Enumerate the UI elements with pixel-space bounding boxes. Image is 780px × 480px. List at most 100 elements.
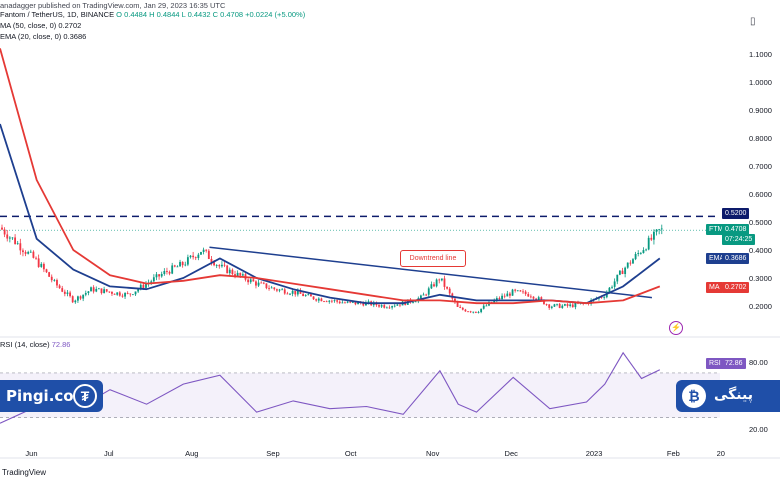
candle-body — [336, 300, 339, 302]
candle-body — [480, 308, 483, 313]
candle-body — [529, 296, 532, 298]
candle-body — [446, 286, 449, 289]
candle-body — [111, 291, 113, 294]
candle-body — [543, 299, 545, 305]
price-tick-label: 0.6000 — [749, 190, 772, 199]
candle-body — [621, 270, 624, 275]
pingi-text: Pingi.co — [6, 387, 74, 405]
candle-body — [95, 288, 98, 292]
time-tick-label: Oct — [345, 449, 358, 458]
candle-body — [42, 263, 45, 270]
candle-body — [380, 305, 383, 307]
candle-body — [341, 302, 344, 304]
candle-body — [608, 287, 611, 293]
candle-body — [296, 290, 299, 295]
candle-body — [213, 262, 215, 266]
candle-body — [383, 305, 386, 308]
candle-body — [124, 293, 126, 297]
candle-body — [378, 305, 380, 307]
candle-body — [639, 253, 642, 254]
candle-body — [647, 237, 650, 250]
candle-body — [637, 253, 640, 255]
candle-body — [535, 298, 538, 300]
candle-body — [391, 306, 394, 308]
candle-body — [430, 284, 433, 289]
candle-body — [556, 303, 558, 305]
published-note: anadagger published on TradingView.com, … — [0, 1, 225, 10]
time-tick-label: Sep — [266, 449, 279, 458]
candle-body — [40, 263, 43, 267]
flash-icon[interactable]: ⚡ — [669, 321, 683, 335]
candle-body — [485, 305, 488, 307]
candle-body — [29, 251, 32, 253]
candle-body — [283, 289, 286, 294]
ma-legend[interactable]: MA (50, close, 0) 0.2702 — [0, 21, 81, 30]
candle-body — [325, 301, 328, 303]
candle-body — [459, 306, 462, 308]
candle-body — [527, 294, 530, 297]
candle-body — [289, 293, 291, 295]
candle-body — [79, 296, 82, 299]
price-tick-label: 0.9000 — [749, 106, 772, 115]
candle-body — [192, 255, 195, 258]
time-tick-label: Feb — [667, 449, 680, 458]
candle-body — [349, 301, 352, 303]
candle-body — [425, 294, 428, 296]
candle-body — [522, 291, 524, 293]
candle-body — [511, 289, 514, 296]
candle-body — [66, 292, 69, 294]
candle-body — [422, 294, 425, 296]
candle-body — [611, 286, 613, 288]
candle-body — [545, 304, 548, 306]
ma-value: 0.2702 — [58, 21, 82, 30]
candle-body — [226, 265, 229, 274]
tradingview-logo[interactable]: TradingView — [2, 468, 46, 477]
time-tick-label: 2023 — [586, 449, 603, 458]
candle-body — [27, 251, 30, 254]
candle-body — [262, 282, 265, 284]
rsi-label: RSI (14, close) — [0, 340, 50, 349]
candle-body — [650, 237, 653, 240]
candle-body — [241, 274, 244, 276]
time-tick-label: Dec — [505, 449, 519, 458]
candle-body — [294, 290, 297, 295]
currency-icon[interactable]: ▯ — [750, 16, 756, 27]
candle-body — [103, 289, 106, 294]
candle-body — [168, 271, 171, 274]
candle-body — [634, 254, 637, 260]
candle-body — [189, 255, 192, 258]
candle-body — [498, 298, 501, 300]
candle-body — [273, 287, 276, 290]
candle-body — [257, 282, 260, 286]
candle-body — [624, 267, 627, 275]
candle-body — [61, 288, 64, 292]
candle-body — [645, 249, 647, 251]
candle-body — [642, 250, 645, 254]
candle-body — [558, 303, 561, 308]
candle-body — [160, 273, 163, 277]
candle-body — [200, 251, 202, 255]
candle-body — [231, 269, 234, 275]
candle-body — [629, 262, 632, 264]
resistance-tag: 0.5200 — [722, 208, 750, 219]
candle-body — [278, 289, 281, 291]
candle-body — [495, 298, 498, 301]
candle-body — [553, 304, 556, 307]
candle-body — [152, 277, 155, 282]
candle-body — [207, 250, 210, 259]
candle-body — [236, 272, 239, 277]
time-tick-label: Nov — [426, 449, 440, 458]
countdown-tag: 07:24:25 — [722, 234, 756, 245]
candle-body — [100, 288, 103, 294]
ma-line — [0, 48, 661, 305]
candle-body — [247, 279, 250, 283]
candle-body — [48, 272, 51, 277]
ema-legend[interactable]: EMA (20, close, 0) 0.3686 — [0, 32, 86, 41]
candle-body — [333, 300, 336, 302]
rsi-legend[interactable]: RSI (14, close) 72.86 — [0, 340, 70, 349]
candle-body — [328, 300, 331, 302]
candle-body — [456, 302, 459, 307]
candle-body — [524, 291, 527, 295]
candle-body — [438, 279, 441, 281]
